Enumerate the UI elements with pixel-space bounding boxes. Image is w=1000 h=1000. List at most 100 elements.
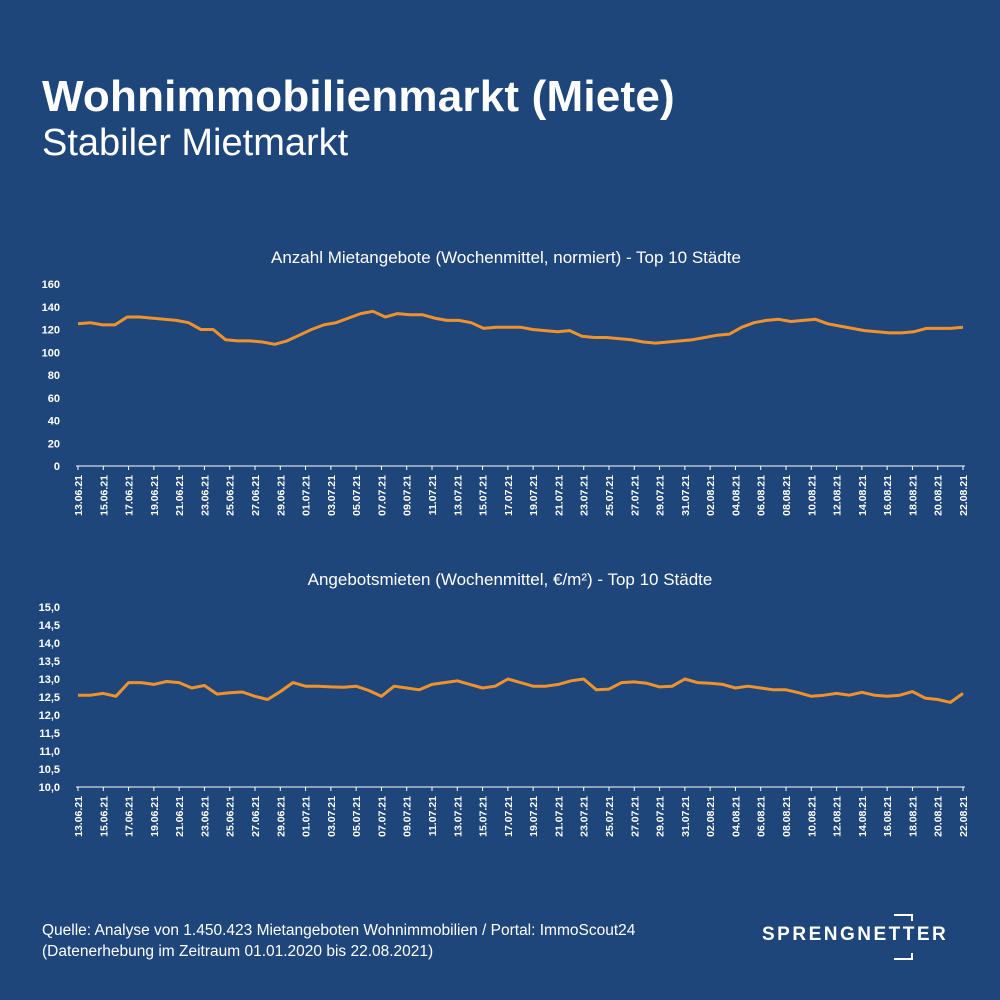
x-tick-label: 23.06.21 [199,475,211,516]
y-tick-label: 0 [54,461,60,473]
y-tick-label: 14,0 [39,638,60,650]
y-tick-label: 14,5 [39,620,60,632]
x-tick-label: 14.08.21 [857,796,869,837]
y-tick-label: 10,5 [39,764,60,776]
source-line: Quelle: Analyse von 1.450.423 Mietangebo… [42,922,636,939]
x-tick-label: 17.06.21 [124,796,136,837]
y-tick-label: 11,5 [39,728,60,740]
x-tick-label: 13.07.21 [452,475,464,516]
y-tick-label: 140 [42,302,60,314]
x-tick-label: 03.07.21 [326,796,338,837]
x-tick-label: 02.08.21 [705,475,717,516]
x-tick-label: 21.07.21 [553,796,565,837]
y-tick-label: 13,0 [39,674,60,686]
x-tick-label: 13.06.21 [73,475,85,516]
x-tick-label: 16.08.21 [882,796,894,837]
y-tick-label: 11,0 [39,746,60,758]
x-tick-label: 15.06.21 [98,475,110,516]
page-title: Wohnimmobilienmarkt (Miete) [42,72,675,121]
chart-asking-rents: Angebotsmieten (Wochenmittel, €/m²) - To… [39,570,970,837]
y-tick-label: 160 [42,279,60,291]
x-tick-label: 21.06.21 [174,475,186,516]
x-tick-label: 09.07.21 [402,796,414,837]
x-tick-label: 23.07.21 [579,475,591,516]
y-tick-label: 10,0 [39,782,60,794]
x-tick-label: 22.08.21 [958,475,970,516]
x-tick-label: 29.06.21 [275,475,287,516]
x-tick-label: 27.06.21 [250,796,262,837]
x-tick-label: 15.07.21 [478,796,490,837]
x-tick-label: 19.06.21 [149,475,161,516]
x-tick-label: 25.06.21 [225,475,237,516]
x-tick-label: 18.08.21 [907,475,919,516]
x-tick-label: 19.07.21 [528,796,540,837]
y-tick-label: 100 [42,347,60,359]
y-tick-label: 13,5 [39,656,60,668]
x-tick-label: 21.06.21 [174,796,186,837]
x-tick-label: 27.06.21 [250,475,262,516]
x-tick-label: 07.07.21 [376,475,388,516]
chart-title: Anzahl Mietangebote (Wochenmittel, normi… [271,248,741,267]
x-tick-label: 07.07.21 [376,796,388,837]
x-tick-label: 21.07.21 [553,475,565,516]
sprengnetter-logo: SPRENGNETTER [762,912,962,962]
x-tick-label: 19.06.21 [149,796,161,837]
brand-name: SPRENGNETTER [762,924,949,945]
x-tick-label: 11.07.21 [427,796,439,836]
x-tick-label: 15.07.21 [478,475,490,516]
series-line [78,677,964,704]
x-tick-label: 06.08.21 [756,475,768,516]
logo-bracket-icon [894,914,913,960]
y-tick-label: 120 [42,325,60,337]
x-tick-label: 31.07.21 [680,475,692,516]
x-tick-label: 17.06.21 [124,475,136,516]
x-tick-label: 12.08.21 [832,475,844,516]
x-tick-label: 29.07.21 [655,796,667,837]
y-tick-label: 12,5 [39,692,60,704]
y-tick-label: 12,0 [39,710,60,722]
x-tick-label: 13.06.21 [73,796,85,837]
y-tick-label: 80 [48,370,60,382]
x-tick-label: 09.07.21 [402,475,414,516]
x-tick-label: 31.07.21 [680,796,692,837]
x-tick-label: 17.07.21 [503,475,515,516]
x-tick-label: 25.07.21 [604,796,616,837]
source-note: Quelle: Analyse von 1.450.423 Mietangebo… [42,920,635,962]
x-tick-label: 23.07.21 [579,796,591,837]
x-tick-label: 20.08.21 [933,796,945,837]
x-tick-label: 15.06.21 [98,796,110,837]
y-tick-label: 20 [48,438,60,450]
page-subtitle: Stabiler Mietmarkt [42,122,349,164]
source-line: (Datenerhebung im Zeitraum 01.01.2020 bi… [42,943,434,960]
x-tick-label: 27.07.21 [629,796,641,837]
chart-listings-count: Anzahl Mietangebote (Wochenmittel, normi… [42,248,970,516]
x-tick-label: 05.07.21 [351,796,363,837]
x-tick-label: 10.08.21 [806,475,818,516]
x-tick-label: 08.08.21 [781,475,793,516]
x-tick-label: 19.07.21 [528,475,540,516]
x-tick-label: 29.06.21 [275,796,287,837]
series-line [77,309,964,346]
x-tick-label: 18.08.21 [907,796,919,837]
x-tick-label: 03.07.21 [326,475,338,516]
x-tick-label: 23.06.21 [199,796,211,837]
x-tick-label: 25.06.21 [225,796,237,837]
x-tick-label: 16.08.21 [882,475,894,516]
x-tick-label: 25.07.21 [604,475,616,516]
x-tick-label: 13.07.21 [452,796,464,837]
chart-title: Angebotsmieten (Wochenmittel, €/m²) - To… [308,570,713,589]
x-tick-label: 29.07.21 [655,475,667,516]
x-tick-label: 22.08.21 [958,796,970,837]
x-tick-label: 06.08.21 [756,796,768,837]
x-tick-label: 14.08.21 [857,475,869,516]
x-tick-label: 08.08.21 [781,796,793,837]
y-tick-label: 60 [48,393,60,405]
x-tick-label: 11.07.21 [427,475,439,515]
y-tick-label: 15,0 [39,602,60,614]
x-tick-label: 04.08.21 [730,796,742,837]
y-tick-label: 40 [48,416,60,428]
x-tick-label: 20.08.21 [933,475,945,516]
x-tick-label: 05.07.21 [351,475,363,516]
x-tick-label: 12.08.21 [832,796,844,837]
x-tick-label: 01.07.21 [301,796,313,837]
